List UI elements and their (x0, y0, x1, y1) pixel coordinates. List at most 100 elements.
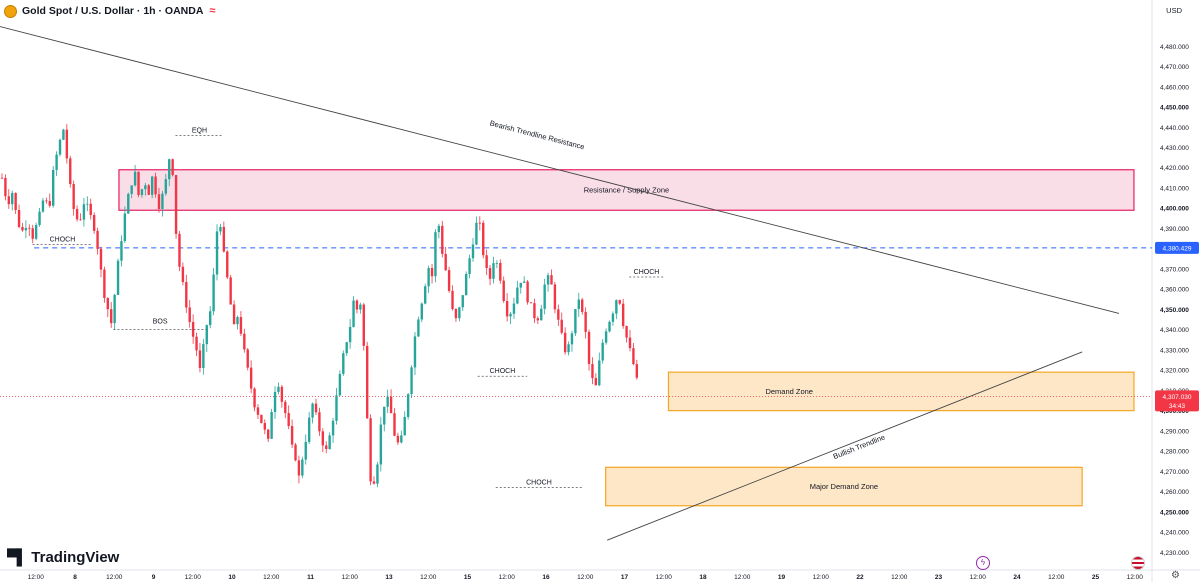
candle-body (311, 403, 314, 418)
x-tick-label: 9 (152, 574, 156, 581)
y-tick-label: 4,460.000 (1160, 84, 1189, 91)
candle-body (34, 224, 38, 239)
candle-body (331, 420, 335, 436)
x-tick-label: 12:00 (891, 574, 908, 581)
symbol-title[interactable]: Gold Spot / U.S. Dollar · 1h · OANDA (22, 5, 204, 17)
y-tick-label: 4,290.000 (1160, 428, 1189, 435)
structure-label: CHOCH (634, 269, 660, 276)
candle-body (451, 290, 454, 309)
candle-body (352, 300, 355, 328)
candle-body (212, 274, 215, 312)
candle-body (458, 307, 461, 319)
candle-body (103, 269, 106, 299)
candle-body (454, 308, 458, 319)
candle-body (533, 303, 536, 319)
candle-body (410, 367, 413, 395)
candle-body (17, 210, 21, 227)
y-tick-label: 4,360.000 (1160, 287, 1189, 294)
candle-body (485, 255, 488, 269)
y-tick-label: 4,260.000 (1160, 489, 1189, 496)
x-tick-label: 12:00 (499, 574, 516, 581)
y-tick-label: 4,410.000 (1160, 185, 1189, 192)
candle-body (430, 268, 434, 277)
candle-body (38, 211, 41, 225)
candle-body (219, 226, 222, 232)
candle-body (181, 266, 185, 283)
x-tick-label: 19 (778, 574, 786, 581)
candle-body (226, 251, 229, 278)
candle-body (628, 337, 632, 349)
x-tick-label: 12:00 (970, 574, 987, 581)
candle-body (441, 225, 444, 254)
candle-body (577, 299, 580, 310)
candle-body (127, 193, 130, 214)
tradingview-mark-icon: ▀▌ (7, 549, 27, 566)
price-level-tag (1155, 241, 1199, 254)
currency-label[interactable]: USD (1166, 6, 1182, 15)
candle-body (79, 219, 82, 221)
candle-body (287, 413, 290, 427)
candle-body (232, 304, 236, 325)
candle-body (215, 231, 219, 275)
candle-body (260, 414, 263, 423)
candle-body (4, 177, 7, 197)
x-tick-label: 24 (1013, 574, 1021, 581)
candle-body (120, 241, 123, 261)
candle-body (106, 298, 109, 310)
candle-body (273, 391, 277, 413)
candle-body (113, 294, 116, 324)
structure-label: EQH (192, 127, 207, 134)
trendline (607, 351, 1083, 541)
y-tick-label: 4,350.000 (1160, 307, 1189, 314)
settings-gear-icon[interactable]: ⚙ (1171, 570, 1180, 581)
candle-body (550, 275, 553, 285)
candle-body (328, 435, 331, 449)
candle-body (243, 333, 246, 350)
candle-body (185, 282, 188, 308)
candle-body (99, 248, 103, 270)
candle-body (75, 208, 79, 220)
candle-body (48, 200, 51, 206)
candle-body (335, 395, 338, 421)
candle-body (147, 185, 150, 195)
candle-body (365, 345, 369, 419)
x-tick-label: 12:00 (734, 574, 751, 581)
candle-body (516, 287, 519, 304)
lightning-icon[interactable]: ϟ (976, 556, 990, 570)
candle-body (604, 331, 608, 343)
zone-label: Major Demand Zone (810, 482, 878, 491)
candle-body (82, 204, 86, 220)
candle-body (202, 344, 205, 368)
trendline (0, 26, 1120, 314)
candle-body (325, 445, 328, 449)
y-tick-label: 4,480.000 (1160, 44, 1189, 51)
candle-body (505, 301, 509, 317)
candle-body (574, 309, 577, 334)
candle-body (270, 412, 273, 439)
candle-body (379, 424, 383, 465)
y-tick-label: 4,470.000 (1160, 64, 1189, 71)
structure-label: CHOCH (50, 237, 76, 244)
candle-body (137, 171, 140, 196)
candle-body (635, 364, 639, 378)
candle-body (89, 203, 92, 215)
candle-body (345, 342, 348, 354)
zone-label: Resistance / Supply Zone (584, 185, 669, 194)
chart-header: Gold Spot / U.S. Dollar · 1h · OANDA ≈ (4, 3, 215, 19)
x-tick-label: 12:00 (656, 574, 673, 581)
candle-body (475, 222, 478, 245)
candle-body (417, 319, 420, 337)
candle-body (403, 416, 406, 436)
candle-body (461, 295, 464, 308)
us-flag-icon[interactable] (1131, 556, 1145, 570)
candle-body (529, 302, 533, 304)
candle-body (239, 317, 243, 334)
candle-body (362, 304, 365, 346)
candle-body (253, 388, 256, 408)
candle-body (41, 200, 45, 212)
candle-body (502, 280, 505, 302)
candle-body (584, 311, 587, 332)
x-tick-label: 12:00 (1127, 574, 1144, 581)
x-tick-label: 11 (307, 574, 314, 581)
